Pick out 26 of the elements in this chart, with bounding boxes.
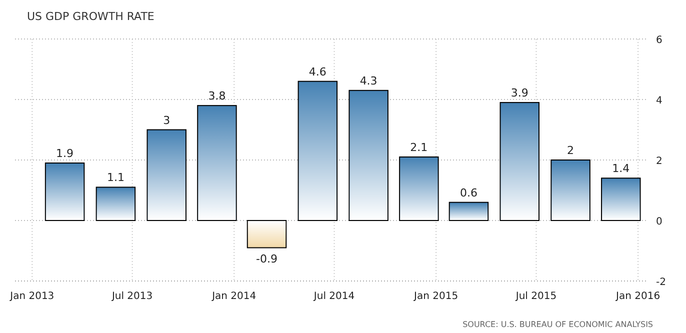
x-tick-label: Jul 2015 [514, 291, 557, 302]
y-tick-label: 4 [656, 96, 662, 106]
data-label: -0.9 [256, 252, 278, 266]
data-label: 2.1 [410, 140, 428, 154]
data-label: 3.8 [208, 90, 226, 103]
data-label: 1.9 [56, 147, 74, 160]
source-note: SOURCE: U.S. BUREAU OF ECONOMIC ANALYSIS [462, 320, 653, 329]
x-tick-label: Jan 2014 [211, 291, 256, 302]
data-label: 4.3 [360, 74, 378, 88]
x-tick-label: Jan 2013 [9, 291, 54, 302]
y-tick-label: -2 [656, 277, 666, 288]
x-tick-label: Jul 2013 [110, 291, 153, 302]
x-tick-label: Jul 2014 [312, 291, 355, 302]
x-tick-label: Jan 2016 [615, 291, 660, 302]
data-label: 1.1 [106, 171, 124, 184]
data-label: 1.4 [612, 162, 630, 176]
data-label: 3.9 [510, 86, 528, 100]
y-tick-label: 6 [656, 35, 662, 46]
y-tick-label: 0 [656, 216, 662, 228]
y-tick-label: 2 [656, 156, 662, 167]
x-tick-label: Jan 2015 [413, 291, 458, 302]
chart-title: US GDP GROWTH RATE [27, 10, 154, 23]
data-label: 4.6 [308, 65, 326, 78]
data-label: 2 [567, 144, 574, 157]
data-label: 3 [163, 114, 170, 127]
data-label: 0.6 [460, 186, 478, 200]
